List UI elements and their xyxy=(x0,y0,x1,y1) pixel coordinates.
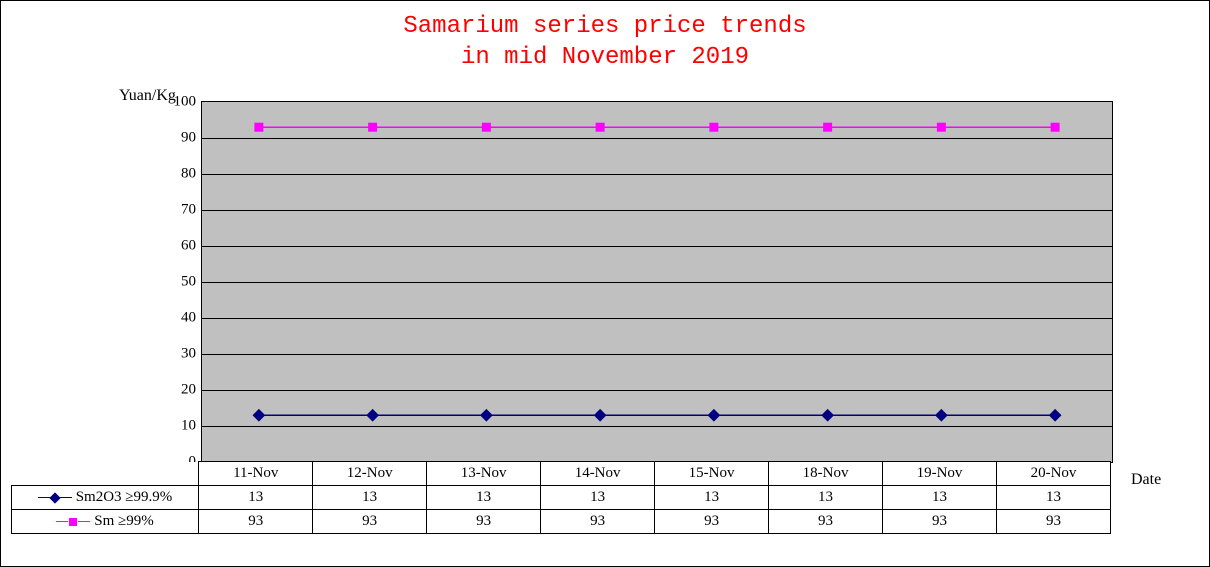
table-cell: 13 xyxy=(541,486,655,510)
x-tick-label: 15-Nov xyxy=(655,462,769,486)
y-tick-label: 10 xyxy=(181,418,196,435)
table-cell: 13 xyxy=(427,486,541,510)
table-row: Sm2O3 ≥99.9%1313131313131313 xyxy=(12,486,1111,510)
y-tick-label: 60 xyxy=(181,238,196,255)
series-marker xyxy=(1051,123,1060,132)
legend-cell: Sm2O3 ≥99.9% xyxy=(12,486,199,510)
y-tick-label: 20 xyxy=(181,382,196,399)
table-header-blank xyxy=(12,462,199,486)
table-cell: 93 xyxy=(427,510,541,534)
legend-line-icon xyxy=(56,521,68,522)
data-table: 11-Nov12-Nov13-Nov14-Nov15-Nov18-Nov19-N… xyxy=(11,461,1111,534)
legend-cell: Sm ≥99% xyxy=(12,510,199,534)
square-marker-icon xyxy=(69,518,77,526)
series-marker xyxy=(823,123,832,132)
table-row: Sm ≥99%9393939393939393 xyxy=(12,510,1111,534)
series-marker xyxy=(366,409,379,422)
table-cell: 93 xyxy=(769,510,883,534)
table-cell: 13 xyxy=(655,486,769,510)
table-cell: 13 xyxy=(769,486,883,510)
x-tick-label: 14-Nov xyxy=(541,462,655,486)
table-cell: 13 xyxy=(199,486,313,510)
table-cell: 13 xyxy=(997,486,1111,510)
series-marker xyxy=(253,409,266,422)
plot-background: 0102030405060708090100 xyxy=(201,101,1113,463)
y-tick-label: 100 xyxy=(174,94,197,111)
table-cell: 93 xyxy=(883,510,997,534)
x-tick-label: 18-Nov xyxy=(769,462,883,486)
table-cell: 13 xyxy=(883,486,997,510)
y-tick-label: 70 xyxy=(181,202,196,219)
x-tick-label: 11-Nov xyxy=(199,462,313,486)
legend-line-icon xyxy=(78,521,90,522)
chart-container: Samarium series price trends in mid Nove… xyxy=(0,0,1210,567)
table-cell: 93 xyxy=(655,510,769,534)
table-cell: 93 xyxy=(541,510,655,534)
diamond-marker-icon xyxy=(49,492,60,503)
series-marker xyxy=(480,409,493,422)
title-line2: in mid November 2019 xyxy=(461,44,749,71)
series-marker xyxy=(368,123,377,132)
chart-title: Samarium series price trends in mid Nove… xyxy=(1,1,1209,73)
table-header-row: 11-Nov12-Nov13-Nov14-Nov15-Nov18-Nov19-N… xyxy=(12,462,1111,486)
y-tick-label: 90 xyxy=(181,130,196,147)
table-cell: 13 xyxy=(313,486,427,510)
table-cell: 93 xyxy=(997,510,1111,534)
series-svg xyxy=(202,102,1112,462)
series-marker xyxy=(1049,409,1062,422)
x-tick-label: 20-Nov xyxy=(997,462,1111,486)
table-cell: 93 xyxy=(199,510,313,534)
series-marker xyxy=(937,123,946,132)
y-tick-label: 40 xyxy=(181,310,196,327)
series-marker xyxy=(935,409,948,422)
x-tick-label: 13-Nov xyxy=(427,462,541,486)
series-marker xyxy=(709,123,718,132)
series-marker xyxy=(594,409,607,422)
y-tick-label: 80 xyxy=(181,166,196,183)
series-marker xyxy=(821,409,834,422)
series-marker xyxy=(708,409,721,422)
y-axis-label: Yuan/Kg xyxy=(119,87,176,105)
title-line1: Samarium series price trends xyxy=(403,13,806,40)
y-tick-label: 50 xyxy=(181,274,196,291)
legend-line-icon xyxy=(60,497,72,498)
legend-label: Sm ≥99% xyxy=(90,513,153,529)
legend-label: Sm2O3 ≥99.9% xyxy=(72,489,172,505)
x-axis-label: Date xyxy=(1131,471,1161,489)
chart-area: 0102030405060708090100 xyxy=(201,101,1111,461)
x-tick-label: 19-Nov xyxy=(883,462,997,486)
x-tick-label: 12-Nov xyxy=(313,462,427,486)
series-marker xyxy=(254,123,263,132)
series-marker xyxy=(596,123,605,132)
series-marker xyxy=(482,123,491,132)
y-tick-label: 30 xyxy=(181,346,196,363)
table-cell: 93 xyxy=(313,510,427,534)
